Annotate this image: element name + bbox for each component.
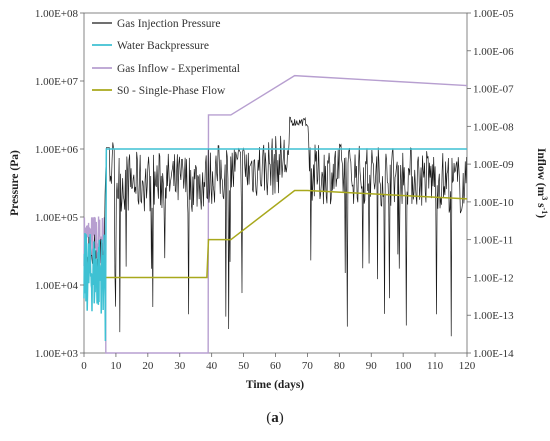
x-tick-label: 80 [334,360,346,372]
y2-title-mid: s [535,200,547,208]
x-tick-label: 70 [302,360,314,372]
x-tick-label: 30 [174,360,186,372]
y2-tick-label: 1.00E-05 [473,8,514,20]
series-gas-injection-line [83,116,468,337]
series-water-backpressure-line [83,148,467,342]
caption-open: ( [266,410,272,426]
axis-layer: 0 10 20 30 40 50 60 70 80 90 100 110 120 1.00E+03 1.00… [35,8,514,372]
y-axis-title: Pressure (Pa) [9,150,21,216]
y2-title-close: ) [535,214,547,218]
x-tick-label: 120 [459,360,476,372]
legend: Gas Injection Pressure Water Backpressur… [92,18,240,97]
legend-label-gas-injection: Gas Injection Pressure [117,18,220,30]
x-tick-label: 20 [142,360,154,372]
series-s0-line [106,189,468,279]
y2-tick-label: 1.00E-07 [473,84,514,96]
x-tick-label: 100 [395,360,412,372]
caption-letter: a [271,410,279,426]
y-tick-label: 1.00E+05 [35,212,79,224]
x-tick-label: 110 [427,360,444,372]
legend-label-s0: S0 - Single-Phase Flow [117,85,226,97]
x-tick-label: 50 [238,360,250,372]
x-tick-label: 40 [206,360,218,372]
y-tick-label: 1.00E+08 [35,8,79,20]
x-axis-title: Time (days) [246,379,304,391]
legend-label-gas-inflow: Gas Inflow - Experimental [117,63,240,75]
data-layer [83,74,468,354]
y-tick-label: 1.00E+03 [35,348,79,360]
y2-title-sup2: -1 [540,208,549,215]
y2-tick-label: 1.00E-11 [473,235,513,247]
y-tick-label: 1.00E+06 [35,144,79,156]
y2-axis-title: Inflow (m3 s-1) [535,148,549,218]
x-tick-label: 90 [366,360,378,372]
y2-tick-label: 1.00E-08 [473,121,514,133]
y2-tick-label: 1.00E-14 [473,348,514,360]
caption-close: ) [278,410,284,426]
y2-tick-label: 1.00E-12 [473,272,514,284]
legend-label-water-backpressure: Water Backpressure [117,40,209,52]
x-tick-label: 10 [110,360,122,372]
series-gas-inflow-line [83,74,468,354]
x-tick-label: 0 [81,360,87,372]
y2-title-sup1: 3 [540,196,549,200]
y2-title-main: Inflow (m [535,148,547,197]
y2-tick-label: 1.00E-13 [473,310,514,322]
y2-tick-label: 1.00E-10 [473,197,514,209]
y2-tick-label: 1.00E-06 [473,46,514,58]
chart: 0 10 20 30 40 50 60 70 80 90 100 110 120 1.00E+03 1.00… [9,8,549,391]
y2-tick-label: 1.00E-09 [473,159,514,171]
x-tick-label: 60 [270,360,282,372]
y-tick-label: 1.00E+04 [35,280,79,292]
y-tick-label: 1.00E+07 [35,76,79,88]
figure-caption: (a) [0,410,550,427]
